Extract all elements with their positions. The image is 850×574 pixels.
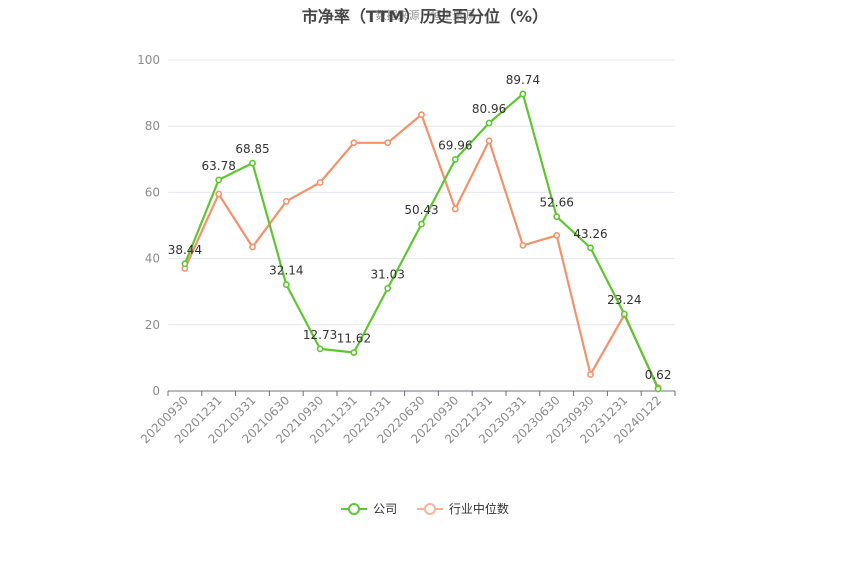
data-point-industry-median bbox=[249, 243, 256, 251]
data-point-company bbox=[418, 220, 425, 228]
data-point-company bbox=[215, 176, 223, 184]
legend: 公司 行业中位数 bbox=[0, 500, 850, 519]
data-point-company bbox=[587, 244, 594, 252]
data-label: 38.44 bbox=[168, 243, 202, 257]
y-tick-label: 80 bbox=[145, 119, 160, 133]
y-tick-label: 0 bbox=[152, 384, 160, 398]
chart-watermark: 数据来源：恒生聚源 bbox=[375, 9, 475, 22]
data-point-company bbox=[519, 90, 527, 98]
data-point-company bbox=[620, 310, 628, 318]
data-point-company bbox=[350, 349, 358, 356]
data-label: 50.43 bbox=[404, 203, 438, 217]
data-label: 89.74 bbox=[506, 73, 540, 87]
data-point-industry-median bbox=[553, 232, 561, 239]
data-point-company bbox=[181, 260, 189, 268]
y-tick-label: 20 bbox=[145, 318, 160, 332]
data-point-industry-median bbox=[316, 179, 324, 186]
data-point-industry-median bbox=[519, 241, 527, 249]
data-point-company bbox=[451, 156, 459, 163]
data-point-industry-median bbox=[418, 111, 425, 119]
data-label: 43.26 bbox=[573, 227, 607, 241]
data-label: 32.14 bbox=[269, 264, 303, 278]
data-point-company bbox=[282, 281, 290, 289]
data-label: 80.96 bbox=[472, 102, 506, 116]
data-label: 12.73 bbox=[303, 328, 337, 342]
data-point-industry-median bbox=[587, 371, 594, 378]
legend-swatch-company bbox=[341, 502, 368, 516]
legend-label-industry-median: 行业中位数 bbox=[448, 502, 509, 516]
data-label: 11.62 bbox=[337, 332, 371, 346]
data-point-company bbox=[485, 119, 493, 127]
data-point-company bbox=[654, 385, 662, 393]
legend-item-company[interactable]: 公司 bbox=[341, 500, 397, 517]
data-label: 68.85 bbox=[235, 142, 269, 156]
chart-title: 市净率（TTM）历史百分位（%） bbox=[301, 7, 549, 26]
y-tick-label: 40 bbox=[145, 252, 160, 266]
data-point-industry-median bbox=[384, 139, 392, 147]
data-point-industry-median bbox=[282, 197, 290, 205]
data-point-company bbox=[316, 345, 324, 353]
legend-label-company: 公司 bbox=[373, 502, 398, 516]
data-label: 69.96 bbox=[438, 138, 472, 152]
legend-item-industry-median[interactable]: 行业中位数 bbox=[416, 500, 509, 517]
data-point-industry-median bbox=[485, 137, 493, 145]
data-point-industry-median bbox=[215, 190, 223, 198]
legend-swatch-industry-median bbox=[416, 502, 443, 516]
data-point-industry-median bbox=[451, 205, 459, 213]
data-point-industry-median bbox=[350, 139, 358, 147]
data-point-company bbox=[249, 159, 256, 167]
data-point-company bbox=[553, 213, 561, 221]
data-label: 0.62 bbox=[645, 368, 672, 382]
data-label: 31.03 bbox=[371, 267, 405, 281]
data-label: 23.24 bbox=[607, 293, 641, 307]
y-tick-label: 100 bbox=[137, 53, 160, 67]
y-tick-label: 60 bbox=[145, 185, 160, 199]
data-label: 63.78 bbox=[202, 159, 236, 173]
data-point-company bbox=[384, 284, 392, 292]
data-label: 52.66 bbox=[540, 196, 574, 210]
